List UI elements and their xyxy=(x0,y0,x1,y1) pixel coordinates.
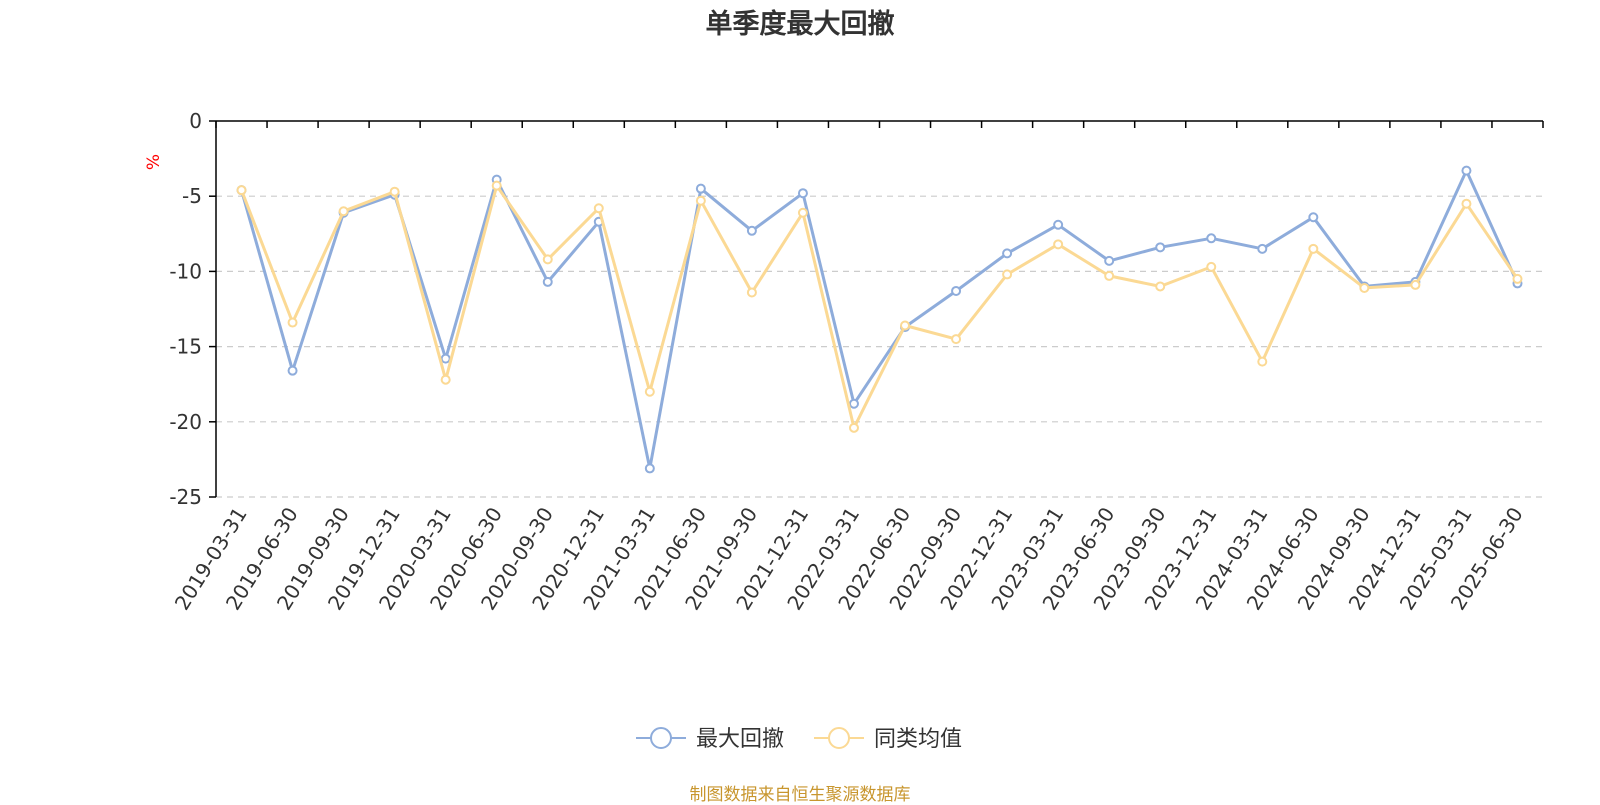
data-point[interactable] xyxy=(695,183,706,194)
series-lines xyxy=(236,165,1523,474)
data-point[interactable] xyxy=(797,207,808,218)
legend-label: 同类均值 xyxy=(874,727,962,752)
data-point[interactable] xyxy=(1461,198,1472,209)
data-point[interactable] xyxy=(695,195,706,206)
data-point[interactable] xyxy=(1155,242,1166,253)
legend-item[interactable]: 最大回撤 xyxy=(636,727,784,752)
legend-label: 最大回撤 xyxy=(696,727,784,752)
data-point[interactable] xyxy=(1257,356,1268,367)
data-point[interactable] xyxy=(542,276,553,287)
data-point[interactable] xyxy=(900,320,911,331)
data-point[interactable] xyxy=(1002,248,1013,259)
data-point[interactable] xyxy=(1104,270,1115,281)
series-line xyxy=(240,184,1519,430)
legend[interactable]: 最大回撤 同类均值 xyxy=(636,727,962,752)
data-point[interactable] xyxy=(1512,273,1523,284)
data-point[interactable] xyxy=(951,285,962,296)
data-point[interactable] xyxy=(746,225,757,236)
data-point[interactable] xyxy=(287,365,298,376)
series-line xyxy=(240,169,1519,470)
data-point[interactable] xyxy=(746,287,757,298)
data-point[interactable] xyxy=(848,398,859,409)
data-point[interactable] xyxy=(287,317,298,328)
data-point[interactable] xyxy=(236,185,247,196)
y-axis-unit-label: % xyxy=(144,154,164,170)
data-point[interactable] xyxy=(338,206,349,217)
y-tick-label: -25 xyxy=(169,485,202,509)
y-tick-label: -15 xyxy=(169,335,202,359)
data-point[interactable] xyxy=(1053,239,1064,250)
chart-title: 单季度最大回撤 xyxy=(705,9,895,40)
grid-lines xyxy=(216,195,1543,498)
data-point[interactable] xyxy=(1359,282,1370,293)
data-point[interactable] xyxy=(440,374,451,385)
y-tick-label: -5 xyxy=(182,184,202,208)
data-point[interactable] xyxy=(951,334,962,345)
data-point[interactable] xyxy=(440,353,451,364)
legend-circle-icon xyxy=(828,727,850,749)
series-2 xyxy=(236,180,1523,433)
data-point[interactable] xyxy=(1155,281,1166,292)
data-point[interactable] xyxy=(644,386,655,397)
y-tick-label: 0 xyxy=(189,109,202,133)
data-point[interactable] xyxy=(491,180,502,191)
y-tick-label: -20 xyxy=(169,410,202,434)
data-point[interactable] xyxy=(542,254,553,265)
data-point[interactable] xyxy=(1461,165,1472,176)
data-point[interactable] xyxy=(1206,261,1217,272)
data-point[interactable] xyxy=(593,203,604,214)
data-point[interactable] xyxy=(1308,212,1319,223)
data-point[interactable] xyxy=(644,463,655,474)
data-point[interactable] xyxy=(1308,243,1319,254)
y-tick-label: -10 xyxy=(169,259,202,283)
data-point[interactable] xyxy=(389,186,400,197)
data-point[interactable] xyxy=(848,422,859,433)
data-point[interactable] xyxy=(1104,255,1115,266)
data-point[interactable] xyxy=(1002,269,1013,280)
legend-item[interactable]: 同类均值 xyxy=(814,727,962,752)
data-point[interactable] xyxy=(1053,219,1064,230)
legend-circle-icon xyxy=(650,727,672,749)
data-point[interactable] xyxy=(1257,243,1268,254)
source-note: 制图数据来自恒生聚源数据库 xyxy=(689,785,911,805)
data-point[interactable] xyxy=(1206,233,1217,244)
data-point[interactable] xyxy=(1410,279,1421,290)
data-point[interactable] xyxy=(797,188,808,199)
